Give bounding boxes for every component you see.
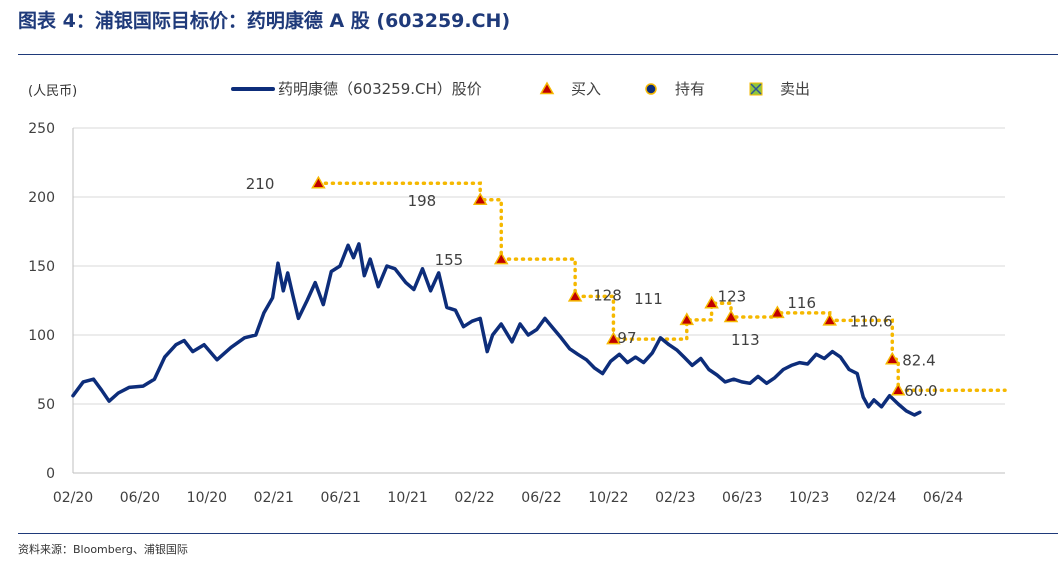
y-tick-label: 50 xyxy=(37,397,55,413)
sell-cross-mark xyxy=(750,83,762,95)
x-tick-label: 10/22 xyxy=(588,490,628,506)
buy-marker xyxy=(890,382,906,396)
legend-label: 药明康德（603259.CH）股价 xyxy=(278,80,482,98)
target-label: 110.6 xyxy=(850,312,893,330)
target-label: 198 xyxy=(408,192,437,210)
price-line xyxy=(71,242,922,417)
x-tick-label: 02/23 xyxy=(655,490,695,506)
target-label: 111 xyxy=(634,290,663,308)
buy-marker xyxy=(493,251,509,265)
y-tick-label: 250 xyxy=(28,121,55,137)
target-price-chart: 0 50 100 150 200 250 02/20 06/20 10/20 02/21 06/2… xyxy=(28,80,1007,506)
legend-label: 卖出 xyxy=(780,80,810,98)
target-label: 116 xyxy=(787,294,816,312)
legend-label: 买入 xyxy=(571,80,601,98)
target-labels: 210 198 155 128 97 111 123 113 116 110.6 82.4 60.0 xyxy=(246,175,938,400)
target-label: 123 xyxy=(718,287,747,305)
y-tick-label: 100 xyxy=(28,328,55,344)
buy-marker xyxy=(311,175,326,189)
x-tick-label: 02/24 xyxy=(856,490,896,506)
price-series xyxy=(71,242,922,417)
x-tick-label: 10/21 xyxy=(387,490,427,506)
legend-item-sell: 卖出 xyxy=(749,80,810,98)
y-tick-label: 200 xyxy=(28,190,55,206)
target-price-line xyxy=(316,181,1007,392)
buy-marker xyxy=(679,312,695,326)
legend-item-buy: 买入 xyxy=(539,80,601,98)
buy-marker xyxy=(472,192,488,206)
x-tick-label: 10/20 xyxy=(187,490,227,506)
y-tick-label: 0 xyxy=(46,466,55,482)
target-label: 82.4 xyxy=(902,351,935,369)
target-price-series xyxy=(316,181,1007,392)
target-label: 60.0 xyxy=(904,382,937,400)
title-divider xyxy=(18,54,1058,55)
x-tick-label: 06/23 xyxy=(722,490,762,506)
buy-marker xyxy=(770,305,785,319)
target-label: 210 xyxy=(246,175,275,193)
buy-marker xyxy=(704,295,719,309)
legend-item-hold: 持有 xyxy=(645,80,705,98)
grid-layer xyxy=(72,127,1005,474)
x-tick-label: 06/20 xyxy=(120,490,160,506)
footer-divider xyxy=(18,533,1058,534)
hold-circle-icon xyxy=(645,83,657,95)
legend: 药明康德（603259.CH）股价 买入 持有 卖出 xyxy=(231,80,810,98)
target-label: 128 xyxy=(593,286,622,304)
y-tick-label: 150 xyxy=(28,259,55,275)
buy-marker xyxy=(606,331,621,345)
legend-label: 持有 xyxy=(675,80,705,98)
buy-marker xyxy=(822,312,838,326)
rating-markers xyxy=(311,175,906,396)
target-label: 97 xyxy=(617,329,636,347)
legend-item-price: 药明康德（603259.CH）股价 xyxy=(231,80,482,98)
source-note: 资料来源：Bloomberg、浦银国际 xyxy=(18,543,188,556)
buy-marker xyxy=(723,309,739,323)
x-tick-label: 10/23 xyxy=(789,490,829,506)
target-label: 113 xyxy=(731,331,760,349)
x-axis-ticks: 02/20 06/20 10/20 02/21 06/21 10/21 02/22 06/22… xyxy=(53,490,963,506)
x-tick-label: 06/24 xyxy=(923,490,963,506)
x-tick-label: 06/22 xyxy=(521,490,561,506)
buy-marker xyxy=(884,351,900,365)
x-tick-label: 02/22 xyxy=(454,490,494,506)
y-axis-label: (人民币) xyxy=(28,84,77,99)
buy-triangle-icon xyxy=(539,81,555,95)
x-tick-label: 02/21 xyxy=(254,490,294,506)
target-label: 155 xyxy=(435,251,464,269)
x-tick-label: 06/21 xyxy=(321,490,361,506)
page-title: 图表 4：浦银国际目标价：药明康德 A 股 (603259.CH) xyxy=(18,10,511,32)
y-axis-ticks: 0 50 100 150 200 250 xyxy=(28,121,55,482)
x-tick-label: 02/20 xyxy=(53,490,93,506)
buy-marker xyxy=(567,288,583,302)
